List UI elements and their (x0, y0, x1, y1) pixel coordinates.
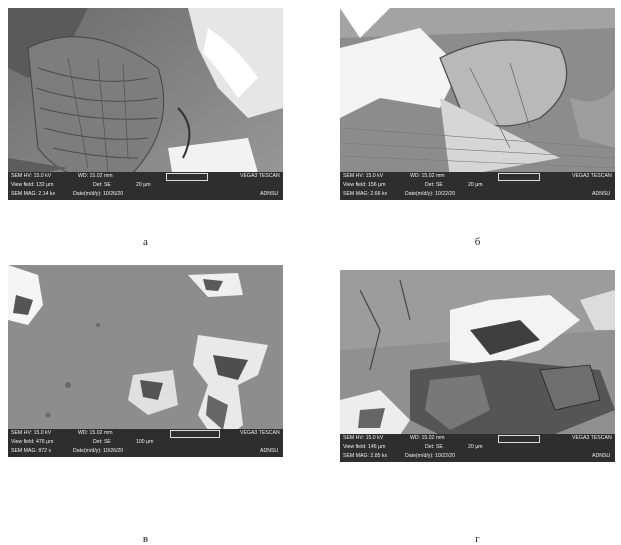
lab-label: ADNSU (260, 448, 279, 454)
magnification-label: SEM MAG: 872 x (11, 448, 52, 454)
fracture-surface-image (340, 8, 615, 200)
view-field-label: View field: 156 µm (343, 182, 386, 188)
hv-label: SEM HV: 15.0 kV (11, 173, 52, 179)
hv-label: SEM HV: 15.0 kV (11, 430, 52, 436)
magnification-label: SEM MAG: 2.85 kx (343, 453, 388, 459)
brand-label: VEGA3 TESCAN (240, 173, 280, 179)
detector-label: Det: SE (425, 444, 443, 450)
view-field-label: View field: 146 µm (343, 444, 386, 450)
view-field-label: View field: 132 µm (11, 182, 54, 188)
sem-panel-c: SEM HV: 15.0 kV WD: 15.02 mm View field:… (8, 265, 283, 545)
sem-data-bar: SEM HV: 15.0 kV WD: 15.02 mm View field:… (8, 172, 283, 200)
fracture-surface-image (340, 270, 615, 462)
magnification-label: SEM MAG: 2.66 kx (343, 191, 388, 197)
date-label: Date(m/d/y): 10/22/20 (405, 453, 456, 459)
brand-label: VEGA3 TESCAN (572, 173, 612, 179)
detector-label: Det: SE (425, 182, 443, 188)
lab-label: ADNSU (592, 453, 611, 459)
sem-panel-b: SEM HV: 15.0 kV WD: 15.02 mm View field:… (340, 8, 615, 248)
particle-distribution-image (8, 265, 283, 457)
panel-caption: г (475, 533, 480, 545)
sem-micrograph-c: SEM HV: 15.0 kV WD: 15.02 mm View field:… (8, 265, 283, 457)
wd-label: WD: 15.02 mm (410, 435, 445, 441)
fracture-surface-image (8, 8, 283, 200)
panel-caption: а (143, 236, 148, 248)
magnification-label: SEM MAG: 2.14 kx (11, 191, 56, 197)
scale-label: 20 µm (468, 444, 483, 450)
hv-label: SEM HV: 15.0 kV (343, 173, 384, 179)
wd-label: WD: 15.02 mm (78, 430, 113, 436)
scale-label: 20 µm (468, 182, 483, 188)
lab-label: ADNSU (260, 191, 279, 197)
date-label: Date(m/d/y): 10/26/20 (73, 191, 124, 197)
scale-bar (498, 435, 540, 443)
sem-data-bar: SEM HV: 15.0 kV WD: 15.02 mm View field:… (340, 434, 615, 462)
sem-panel-d: SEM HV: 15.0 kV WD: 15.02 mm View field:… (340, 270, 615, 545)
scale-bar (170, 430, 220, 438)
scale-bar (498, 173, 540, 181)
brand-label: VEGA3 TESCAN (240, 430, 280, 436)
lab-label: ADNSU (592, 191, 611, 197)
sem-data-bar: SEM HV: 15.0 kV WD: 15.02 mm View field:… (340, 172, 615, 200)
wd-label: WD: 15.02 mm (410, 173, 445, 179)
sem-micrograph-a: SEM HV: 15.0 kV WD: 15.02 mm View field:… (8, 8, 283, 200)
date-label: Date(m/d/y): 10/22/20 (405, 191, 456, 197)
date-label: Date(m/d/y): 10/26/20 (73, 448, 124, 454)
sem-micrograph-b: SEM HV: 15.0 kV WD: 15.02 mm View field:… (340, 8, 615, 200)
panel-caption: б (474, 236, 481, 248)
sem-data-bar: SEM HV: 15.0 kV WD: 15.02 mm View field:… (8, 429, 283, 457)
detector-label: Det: SE (93, 439, 111, 445)
sem-panel-a: SEM HV: 15.0 kV WD: 15.02 mm View field:… (8, 8, 283, 248)
scale-label: 20 µm (136, 182, 151, 188)
view-field-label: View field: 476 µm (11, 439, 54, 445)
brand-label: VEGA3 TESCAN (572, 435, 612, 441)
hv-label: SEM HV: 15.0 kV (343, 435, 384, 441)
scale-label: 100 µm (136, 439, 154, 445)
detector-label: Det: SE (93, 182, 111, 188)
wd-label: WD: 15.02 mm (78, 173, 113, 179)
panel-caption: в (142, 533, 149, 545)
sem-micrograph-d: SEM HV: 15.0 kV WD: 15.02 mm View field:… (340, 270, 615, 462)
scale-bar (166, 173, 208, 181)
